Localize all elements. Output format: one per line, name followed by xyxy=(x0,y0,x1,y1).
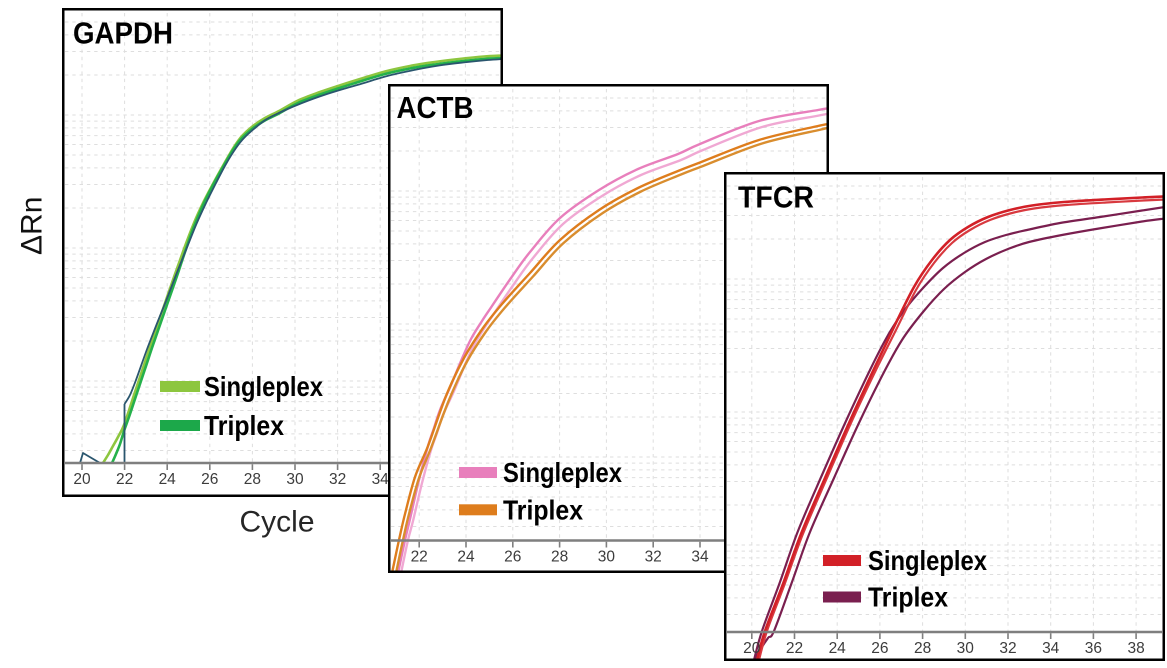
svg-text:22: 22 xyxy=(786,640,803,657)
svg-text:Triplex: Triplex xyxy=(868,582,948,613)
svg-text:20: 20 xyxy=(743,640,761,657)
svg-text:24: 24 xyxy=(829,640,847,657)
svg-text:28: 28 xyxy=(914,640,931,657)
svg-text:28: 28 xyxy=(244,471,261,488)
svg-text:30: 30 xyxy=(957,640,975,657)
svg-text:22: 22 xyxy=(411,549,428,566)
svg-text:38: 38 xyxy=(1127,640,1144,657)
svg-text:32: 32 xyxy=(329,471,346,488)
svg-text:32: 32 xyxy=(999,640,1016,657)
svg-text:34: 34 xyxy=(691,549,709,566)
svg-text:Singleplex: Singleplex xyxy=(503,457,622,488)
svg-text:30: 30 xyxy=(598,549,616,566)
svg-text:34: 34 xyxy=(372,471,390,488)
svg-text:32: 32 xyxy=(645,549,662,566)
svg-text:ACTB: ACTB xyxy=(397,90,474,125)
svg-text:GAPDH: GAPDH xyxy=(73,16,173,51)
svg-text:20: 20 xyxy=(73,471,91,488)
svg-text:26: 26 xyxy=(201,471,218,488)
svg-text:22: 22 xyxy=(116,471,133,488)
svg-text:28: 28 xyxy=(551,549,568,566)
svg-text:ΔRn: ΔRn xyxy=(16,197,49,255)
svg-text:TFCR: TFCR xyxy=(738,179,814,214)
svg-text:Triplex: Triplex xyxy=(503,494,583,525)
svg-text:34: 34 xyxy=(1042,640,1060,657)
svg-text:24: 24 xyxy=(159,471,177,488)
svg-text:26: 26 xyxy=(504,549,521,566)
svg-text:30: 30 xyxy=(286,471,304,488)
svg-text:Cycle: Cycle xyxy=(240,506,315,539)
svg-text:Singleplex: Singleplex xyxy=(868,545,987,576)
svg-text:Triplex: Triplex xyxy=(204,410,284,441)
svg-text:26: 26 xyxy=(871,640,888,657)
svg-text:24: 24 xyxy=(457,549,475,566)
svg-text:36: 36 xyxy=(1085,640,1102,657)
svg-text:Singleplex: Singleplex xyxy=(204,371,323,402)
